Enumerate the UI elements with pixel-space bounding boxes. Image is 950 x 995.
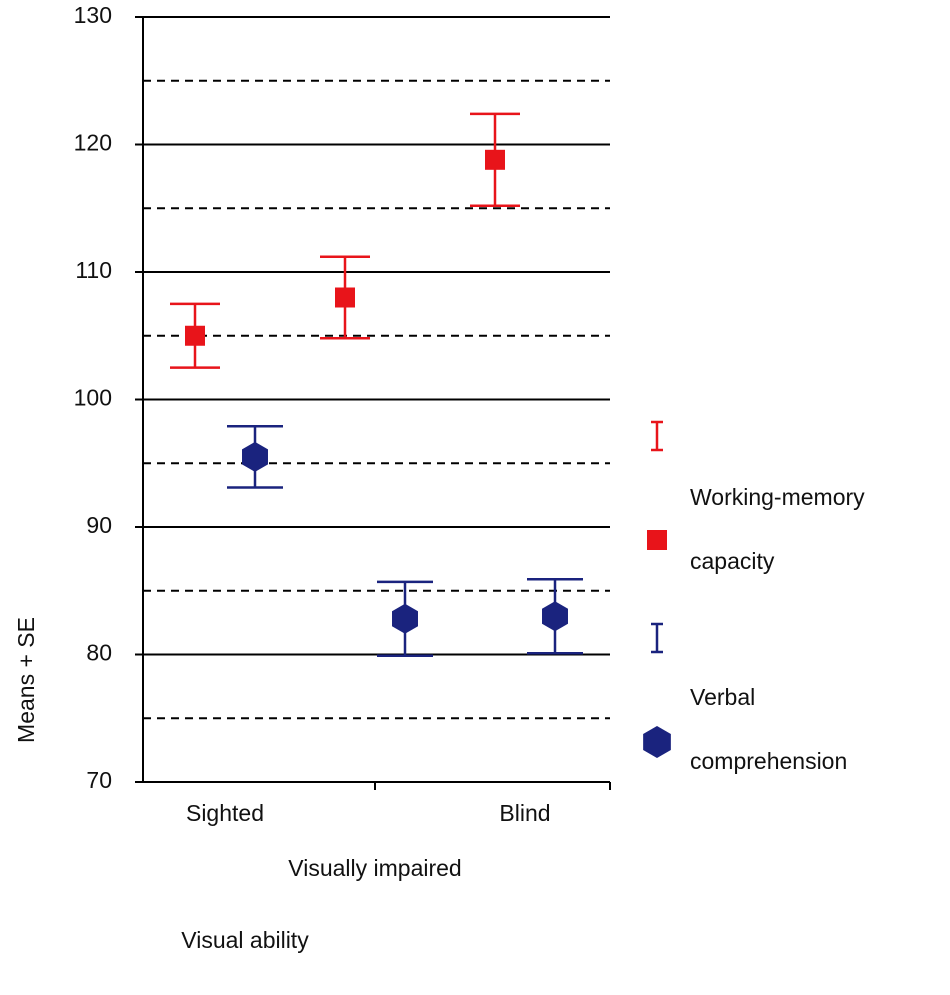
legend-error-icon: [651, 420, 663, 452]
marker: [185, 325, 205, 346]
y-tick-label: 80: [86, 640, 112, 666]
y-tick-label: 70: [86, 767, 112, 793]
y-tick-label: 110: [75, 257, 112, 283]
marker: [335, 287, 355, 308]
y-axis-title: Means + SE: [13, 617, 39, 743]
x-tick-label: Blind: [499, 800, 550, 826]
marker: [542, 601, 568, 632]
y-tick-label: 130: [74, 2, 112, 28]
legend-error-icon: [651, 622, 663, 654]
legend-marker: [647, 530, 667, 550]
y-tick-label: 90: [86, 512, 112, 538]
marker: [392, 603, 418, 634]
x-axis-title: Visual ability: [181, 927, 309, 953]
marker: [485, 149, 505, 170]
y-tick-label: 120: [74, 130, 112, 156]
x-tick-label: Visually impaired: [288, 855, 461, 881]
legend-label: Verbal comprehension: [690, 684, 848, 774]
legend-marker: [643, 726, 671, 758]
marker: [242, 441, 268, 472]
y-tick-label: 100: [74, 385, 112, 411]
legend-label: Working-memory capacity: [690, 484, 865, 574]
x-tick-label: Sighted: [186, 800, 264, 826]
